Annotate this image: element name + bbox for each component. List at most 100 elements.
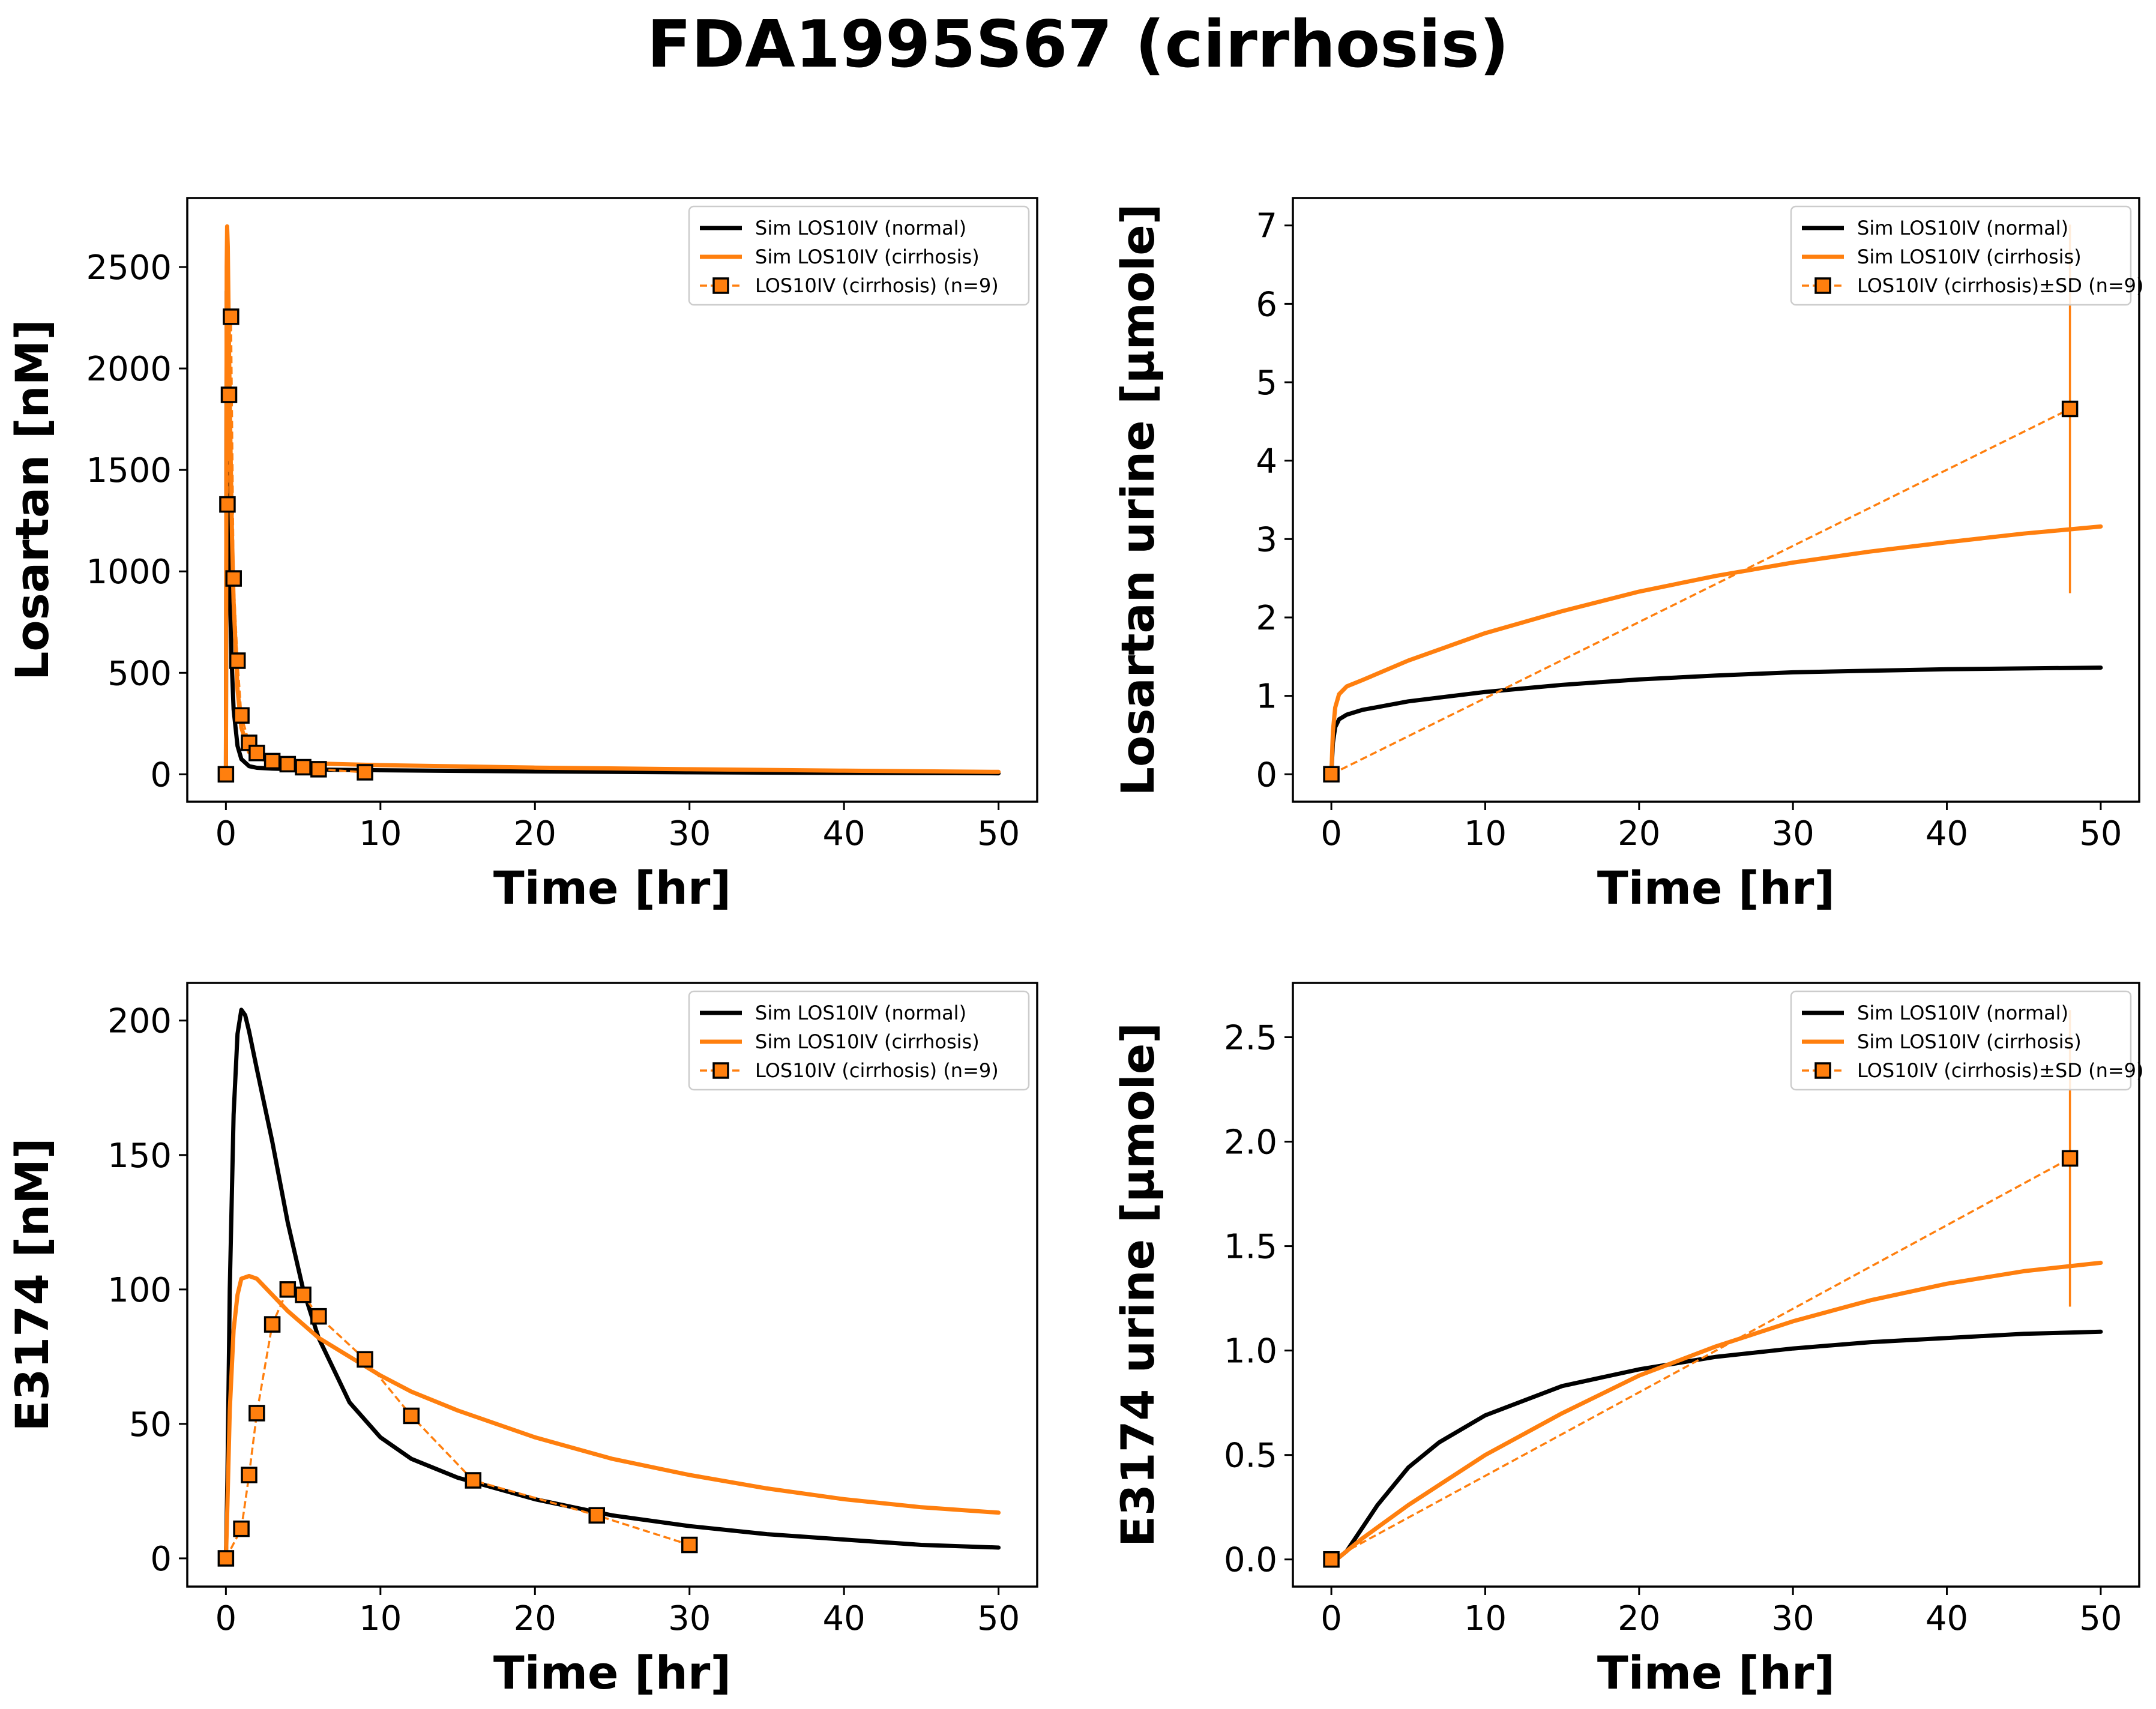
series-line-cirrhosis bbox=[223, 1273, 1001, 1561]
x-tick-label: 10 bbox=[359, 814, 402, 853]
y-tick-label: 0 bbox=[150, 755, 172, 794]
data-point bbox=[225, 570, 242, 587]
y-tick-label: 1.5 bbox=[1224, 1228, 1277, 1267]
x-tick-label: 40 bbox=[823, 814, 866, 853]
x-tick-label: 0 bbox=[215, 814, 237, 853]
y-tick-label: 2 bbox=[1256, 599, 1277, 638]
legend-entry: LOS10IV (cirrhosis) (n=9) bbox=[755, 274, 999, 297]
legend-box bbox=[1790, 205, 2132, 306]
axes-frame bbox=[186, 197, 1038, 803]
legend-entry: Sim LOS10IV (cirrhosis) bbox=[755, 245, 980, 268]
y-tick-label: 2500 bbox=[86, 248, 172, 287]
plot-area bbox=[1329, 1010, 2103, 1562]
data-dashed-line bbox=[224, 316, 366, 775]
data-point bbox=[229, 652, 246, 669]
data-point bbox=[233, 1520, 250, 1537]
y-tick-label: 1 bbox=[1256, 677, 1277, 716]
x-tick-label: 10 bbox=[1464, 1599, 1507, 1638]
legend-swatch-marker bbox=[712, 1062, 729, 1079]
x-axis-label: Time [hr] bbox=[493, 861, 731, 915]
legend-entry: Sim LOS10IV (normal) bbox=[1857, 1002, 2068, 1024]
legend-entry: Sim LOS10IV (cirrhosis) bbox=[755, 1030, 980, 1053]
data-point bbox=[588, 1507, 606, 1524]
legend-swatch-marker bbox=[1814, 1062, 1831, 1079]
data-point bbox=[217, 1550, 235, 1567]
data-point bbox=[357, 1351, 373, 1368]
data-point bbox=[279, 1281, 297, 1298]
y-tick-label: 2.0 bbox=[1224, 1123, 1277, 1162]
x-tick-label: 30 bbox=[1772, 1599, 1814, 1638]
data-point bbox=[223, 308, 239, 325]
figure-title: FDA1995S67 (cirrhosis) bbox=[646, 7, 1510, 82]
y-tick-label: 50 bbox=[129, 1405, 172, 1444]
x-tick-label: 50 bbox=[2079, 814, 2122, 853]
y-axis-label: Losartan [nM] bbox=[5, 319, 59, 680]
chart-e3174: 0 10 20 30 40 50 0 50 100 150 200 Time [hr] E3174 [n… bbox=[5, 982, 1038, 1699]
data-point bbox=[220, 386, 238, 403]
legend: Sim LOS10IV (normal) Sim LOS10IV (cirrhos… bbox=[1790, 205, 2144, 306]
x-tick-label: 0 bbox=[1320, 1599, 1342, 1638]
series-line-cirrhosis bbox=[1329, 524, 2103, 776]
axes-frame bbox=[186, 982, 1038, 1588]
x-tick-label: 50 bbox=[2079, 1599, 2122, 1638]
chart-losartan-urine: 0 10 20 30 40 50 0 1 2 3 4 5 6 7 Time [hr] Losartan uri… bbox=[1111, 197, 2144, 915]
data-point bbox=[681, 1536, 698, 1554]
y-axis-label: E3174 urine [µmole] bbox=[1111, 1023, 1164, 1547]
x-tick-label: 30 bbox=[668, 814, 711, 853]
x-tick-label: 40 bbox=[1926, 814, 1968, 853]
plot-area bbox=[1329, 224, 2103, 776]
data-point bbox=[233, 707, 250, 724]
data-point bbox=[217, 766, 235, 783]
legend-entry: Sim LOS10IV (normal) bbox=[755, 1002, 966, 1024]
legend-box bbox=[1790, 990, 2132, 1091]
x-tick-label: 0 bbox=[215, 1599, 237, 1638]
x-tick-label: 0 bbox=[1320, 814, 1342, 853]
series-line-normal bbox=[223, 289, 1001, 776]
legend-entry: LOS10IV (cirrhosis) (n=9) bbox=[755, 1059, 999, 1082]
x-tick-label: 20 bbox=[1618, 814, 1660, 853]
chart-e3174-urine: 0 10 20 30 40 50 0.0 0.5 1.0 1.5 2.0 2.5 Time [hr] E3… bbox=[1111, 982, 2144, 1699]
y-tick-label: 5 bbox=[1256, 364, 1277, 403]
series-line-normal bbox=[223, 1008, 1001, 1561]
plot-area bbox=[223, 1008, 1001, 1561]
legend-entry: LOS10IV (cirrhosis)±SD (n=9) bbox=[1857, 274, 2144, 297]
x-tick-label: 20 bbox=[1618, 1599, 1660, 1638]
data-point bbox=[241, 1467, 257, 1483]
x-tick-label: 40 bbox=[823, 1599, 866, 1638]
x-tick-label: 50 bbox=[977, 1599, 1020, 1638]
legend-entry: Sim LOS10IV (normal) bbox=[755, 217, 966, 239]
x-tick-label: 10 bbox=[359, 1599, 402, 1638]
legend: Sim LOS10IV (normal) Sim LOS10IV (cirrhos… bbox=[688, 205, 1030, 306]
x-tick-label: 40 bbox=[1926, 1599, 1968, 1638]
x-axis-label: Time [hr] bbox=[493, 1646, 731, 1699]
x-tick-label: 30 bbox=[668, 1599, 711, 1638]
series-line-cirrhosis bbox=[1329, 1260, 2103, 1562]
series-line-normal bbox=[1329, 1329, 2103, 1562]
data-point bbox=[248, 1405, 265, 1422]
x-tick-label: 20 bbox=[514, 1599, 556, 1638]
legend-swatch-marker bbox=[1814, 277, 1831, 294]
legend-entry: LOS10IV (cirrhosis)±SD (n=9) bbox=[1857, 1059, 2144, 1082]
axes-frame bbox=[1292, 982, 2140, 1588]
plot-area bbox=[223, 224, 1001, 776]
y-tick-label: 1.0 bbox=[1224, 1332, 1277, 1371]
y-tick-label: 150 bbox=[107, 1137, 172, 1176]
y-tick-label: 2000 bbox=[86, 350, 172, 389]
y-tick-label: 6 bbox=[1256, 285, 1277, 324]
y-tick-label: 100 bbox=[107, 1271, 172, 1310]
data-point bbox=[1323, 1551, 1340, 1568]
y-tick-label: 1500 bbox=[86, 451, 172, 490]
y-axis-label: Losartan urine [µmole] bbox=[1111, 204, 1164, 796]
data-point bbox=[465, 1472, 482, 1489]
legend-entry: Sim LOS10IV (normal) bbox=[1857, 217, 2068, 239]
axes-frame bbox=[1292, 197, 2140, 803]
data-point bbox=[263, 1316, 281, 1333]
x-axis-label: Time [hr] bbox=[1597, 1646, 1835, 1699]
data-point bbox=[219, 496, 236, 513]
data-point bbox=[263, 752, 281, 770]
legend-box bbox=[688, 990, 1030, 1091]
x-tick-label: 30 bbox=[1772, 814, 1814, 853]
x-tick-label: 50 bbox=[977, 814, 1020, 853]
data-point bbox=[295, 758, 312, 776]
